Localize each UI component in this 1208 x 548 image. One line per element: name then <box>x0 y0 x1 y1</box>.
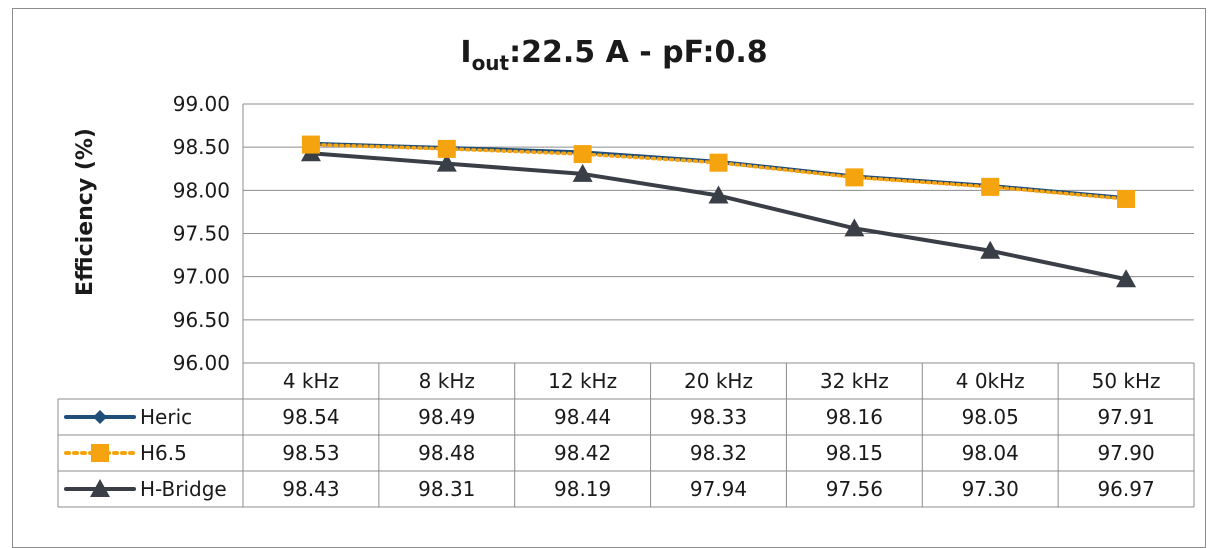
legend-label: H-Bridge <box>140 477 227 501</box>
table-cell-value: 98.48 <box>418 441 475 465</box>
marker-diamond <box>93 410 107 424</box>
grid-lines <box>242 103 1194 363</box>
table-cell-value: 98.32 <box>690 441 747 465</box>
x-tick-label: 12 kHz <box>548 369 617 393</box>
marker-triangle <box>90 479 110 497</box>
legend-label: H6.5 <box>140 441 187 465</box>
table-cell-value: 97.56 <box>826 477 883 501</box>
marker-square <box>709 153 728 172</box>
x-tick-label: 8 kHz <box>419 369 475 393</box>
marker-square <box>845 168 864 187</box>
table-cell-value: 97.91 <box>1097 405 1154 429</box>
x-tick-label: 32 kHz <box>820 369 889 393</box>
marker-square <box>301 135 320 154</box>
x-tick-label: 4 kHz <box>283 369 339 393</box>
legend-label: Heric <box>140 405 192 429</box>
marker-triangle <box>1116 269 1137 288</box>
table-cell-value: 97.30 <box>962 477 1019 501</box>
marker-square <box>91 444 109 462</box>
marker-triangle <box>708 185 729 204</box>
y-axis-label: Efficiency (%) <box>73 128 98 296</box>
y-tick-label: 97.50 <box>173 222 230 246</box>
y-tick-label: 98.00 <box>173 178 230 202</box>
x-tick-label: 20 kHz <box>684 369 753 393</box>
table-cell-value: 98.53 <box>282 441 339 465</box>
efficiency-chart: Iout:22.5 A - pF:0.8 Efficiency (%) 99.0… <box>57 35 1195 508</box>
table-cell-value: 98.33 <box>690 405 747 429</box>
marker-square <box>981 177 1000 196</box>
series-markers <box>300 135 1137 288</box>
table-cell-value: 98.04 <box>962 441 1019 465</box>
y-tick-label: 96.00 <box>173 351 230 375</box>
marker-triangle <box>844 218 865 237</box>
chart-title-subscript: out <box>472 51 510 75</box>
marker-square <box>1117 189 1136 208</box>
table-cell-value: 98.19 <box>554 477 611 501</box>
y-tick-labels: 99.00 98.50 98.00 97.50 97.00 96.50 96.00 <box>173 92 230 375</box>
table-cell-value: 97.94 <box>690 477 747 501</box>
table-cell-value: 97.90 <box>1097 441 1154 465</box>
chart-title: Iout:22.5 A - pF:0.8 <box>460 35 767 75</box>
marker-square <box>573 145 592 164</box>
x-tick-label: 50 kHz <box>1092 369 1161 393</box>
table-cell-value: 96.97 <box>1097 477 1154 501</box>
table-cell-value: 98.43 <box>282 477 339 501</box>
x-tick-label: 4 0kHz <box>956 369 1025 393</box>
data-table: 4 kHz 8 kHz 12 kHz 20 kHz 32 kHz 4 0kHz 50 kHz… <box>57 362 1195 508</box>
marker-triangle <box>436 153 457 172</box>
table-cell-value: 98.49 <box>418 405 475 429</box>
table-cell-value: 98.31 <box>418 477 475 501</box>
table-cell-value: 98.16 <box>826 405 883 429</box>
marker-triangle <box>572 163 593 182</box>
marker-square <box>437 139 456 158</box>
series-line-h-bridge <box>310 151 1127 282</box>
y-tick-label: 97.00 <box>173 265 230 289</box>
y-tick-label: 98.50 <box>173 135 230 159</box>
table-cell-value: 98.42 <box>554 441 611 465</box>
chart-title-rest: :22.5 A - pF:0.8 <box>509 35 768 70</box>
table-cell-value: 98.05 <box>962 405 1019 429</box>
table-cell-value: 98.44 <box>554 405 611 429</box>
table-cell-value: 98.15 <box>826 441 883 465</box>
table-cell-value: 98.54 <box>282 405 339 429</box>
y-tick-label: 96.50 <box>173 308 230 332</box>
marker-triangle <box>980 240 1001 259</box>
chart-frame <box>12 8 1206 548</box>
y-tick-label: 99.00 <box>173 92 230 116</box>
